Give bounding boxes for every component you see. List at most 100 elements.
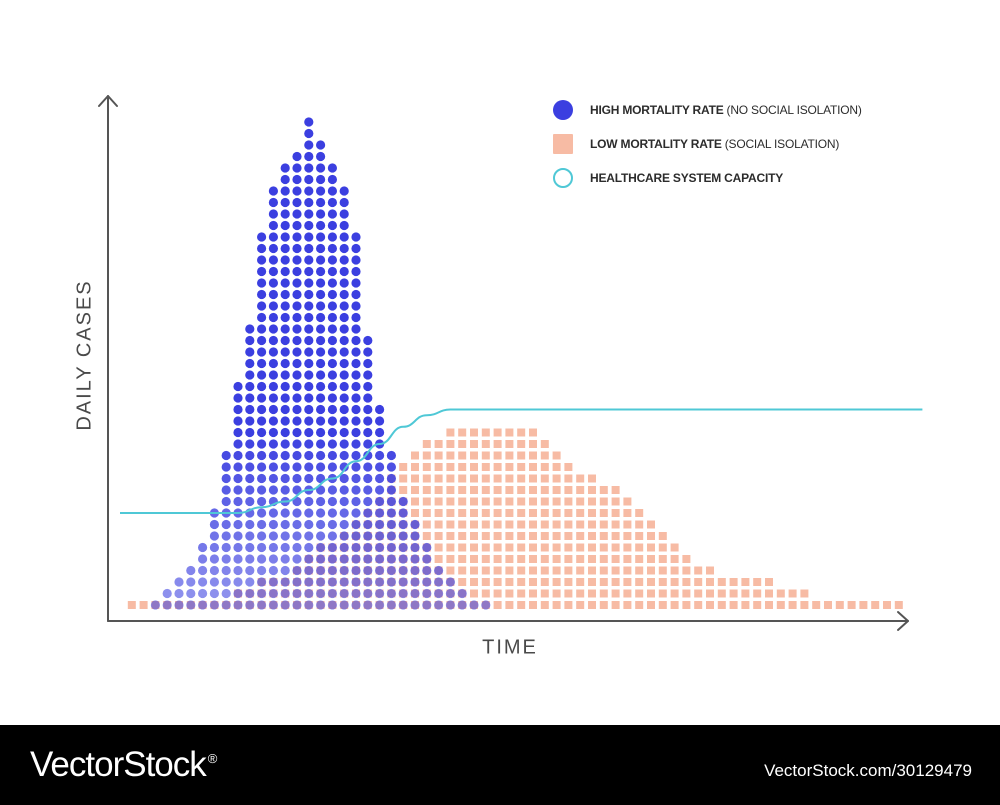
high-mortality-dot [445,577,455,587]
low-mortality-square [434,486,443,494]
low-mortality-square [470,440,478,448]
high-mortality-dot [363,531,373,541]
low-mortality-square [505,532,514,540]
registered-mark: ® [207,751,218,767]
low-mortality-square [434,474,443,483]
high-mortality-dot [363,404,373,415]
low-mortality-square [588,497,596,506]
high-mortality-dot [351,358,361,369]
high-mortality-dot [316,243,326,254]
low-mortality-square [611,532,620,540]
low-mortality-square [434,440,443,448]
high-mortality-dot [233,542,243,553]
high-mortality-dot [257,427,267,438]
high-mortality-dot [268,462,278,472]
low-mortality-square [706,589,714,598]
low-mortality-square [529,451,537,460]
low-mortality-square [540,497,549,506]
high-mortality-dot [363,439,373,449]
high-mortality-dot [316,542,326,553]
low-mortality-square [611,566,620,575]
low-mortality-square [422,520,431,529]
high-mortality-dot [351,588,361,599]
high-mortality-dot [469,600,479,610]
high-mortality-dot [257,370,267,380]
legend-item-capacity: HEALTHCARE SYSTEM CAPACITY [553,168,862,188]
high-mortality-dot [280,519,290,530]
low-mortality-square [599,497,608,506]
low-mortality-square [623,532,632,540]
high-mortality-dot [398,496,408,507]
high-mortality-dot [327,416,337,426]
high-mortality-dot [245,324,255,334]
high-mortality-dot [363,462,373,472]
high-mortality-dot [316,151,326,162]
high-mortality-dot [398,577,408,587]
low-mortality-square [458,509,467,517]
low-mortality-square [635,578,644,586]
high-mortality-dot [280,542,290,553]
high-mortality-dot [363,565,373,576]
low-mortality-square [576,566,585,575]
low-mortality-square [517,428,526,437]
low-mortality-square [470,509,478,517]
low-mortality-square [552,601,561,609]
low-mortality-square [800,601,809,609]
high-mortality-dot [410,554,420,564]
high-mortality-dot [304,393,314,403]
high-mortality-dot [398,531,408,541]
high-mortality-dot [292,600,302,610]
high-mortality-dot [280,324,290,334]
low-mortality-square [588,578,596,586]
high-mortality-dot [316,209,326,219]
low-mortality-square [540,474,549,483]
low-mortality-square [635,555,644,563]
high-mortality-dot [398,542,408,553]
high-mortality-dot [316,312,326,323]
low-mortality-square [564,497,573,506]
low-mortality-square [458,451,467,460]
low-mortality-square [670,555,679,563]
high-mortality-dot [339,427,349,438]
high-mortality-dot [292,427,302,438]
high-mortality-dot [304,197,314,208]
high-mortality-dot [233,427,243,438]
brand-name: VectorStock [30,745,207,784]
high-mortality-dot [375,531,385,541]
high-mortality-dot [268,197,278,208]
low-mortality-square [505,578,514,586]
low-mortality-square [481,578,490,586]
low-mortality-square [658,589,667,598]
high-mortality-dot [410,531,420,541]
high-mortality-dot [339,519,349,530]
low-mortality-square [576,497,585,506]
high-mortality-dot [304,151,314,162]
high-mortality-dot [327,542,337,553]
high-mortality-dot [422,577,432,587]
low-mortality-square [540,440,549,448]
low-mortality-square [599,555,608,563]
low-mortality-square [717,589,726,598]
low-mortality-square [694,566,703,575]
high-mortality-dot [398,508,408,518]
low-mortality-square [540,566,549,575]
high-mortality-dot [280,531,290,541]
low-mortality-square [588,589,596,598]
high-mortality-dot [316,427,326,438]
high-mortality-dot [292,289,302,300]
high-mortality-dot [174,577,184,587]
high-mortality-dot [245,496,255,507]
low-mortality-square [411,486,419,494]
low-mortality-square [564,474,573,483]
low-mortality-square [588,532,596,540]
low-mortality-square [493,428,502,437]
high-mortality-dot [316,577,326,587]
high-mortality-dot [257,381,267,392]
low-mortality-square [776,601,785,609]
high-mortality-dot [257,335,267,346]
legend-label-high: HIGH MORTALITY RATE [590,103,724,117]
low-mortality-square [422,532,431,540]
low-mortality-square [588,509,596,517]
high-mortality-dot [209,519,219,530]
high-mortality-dot [280,301,290,311]
